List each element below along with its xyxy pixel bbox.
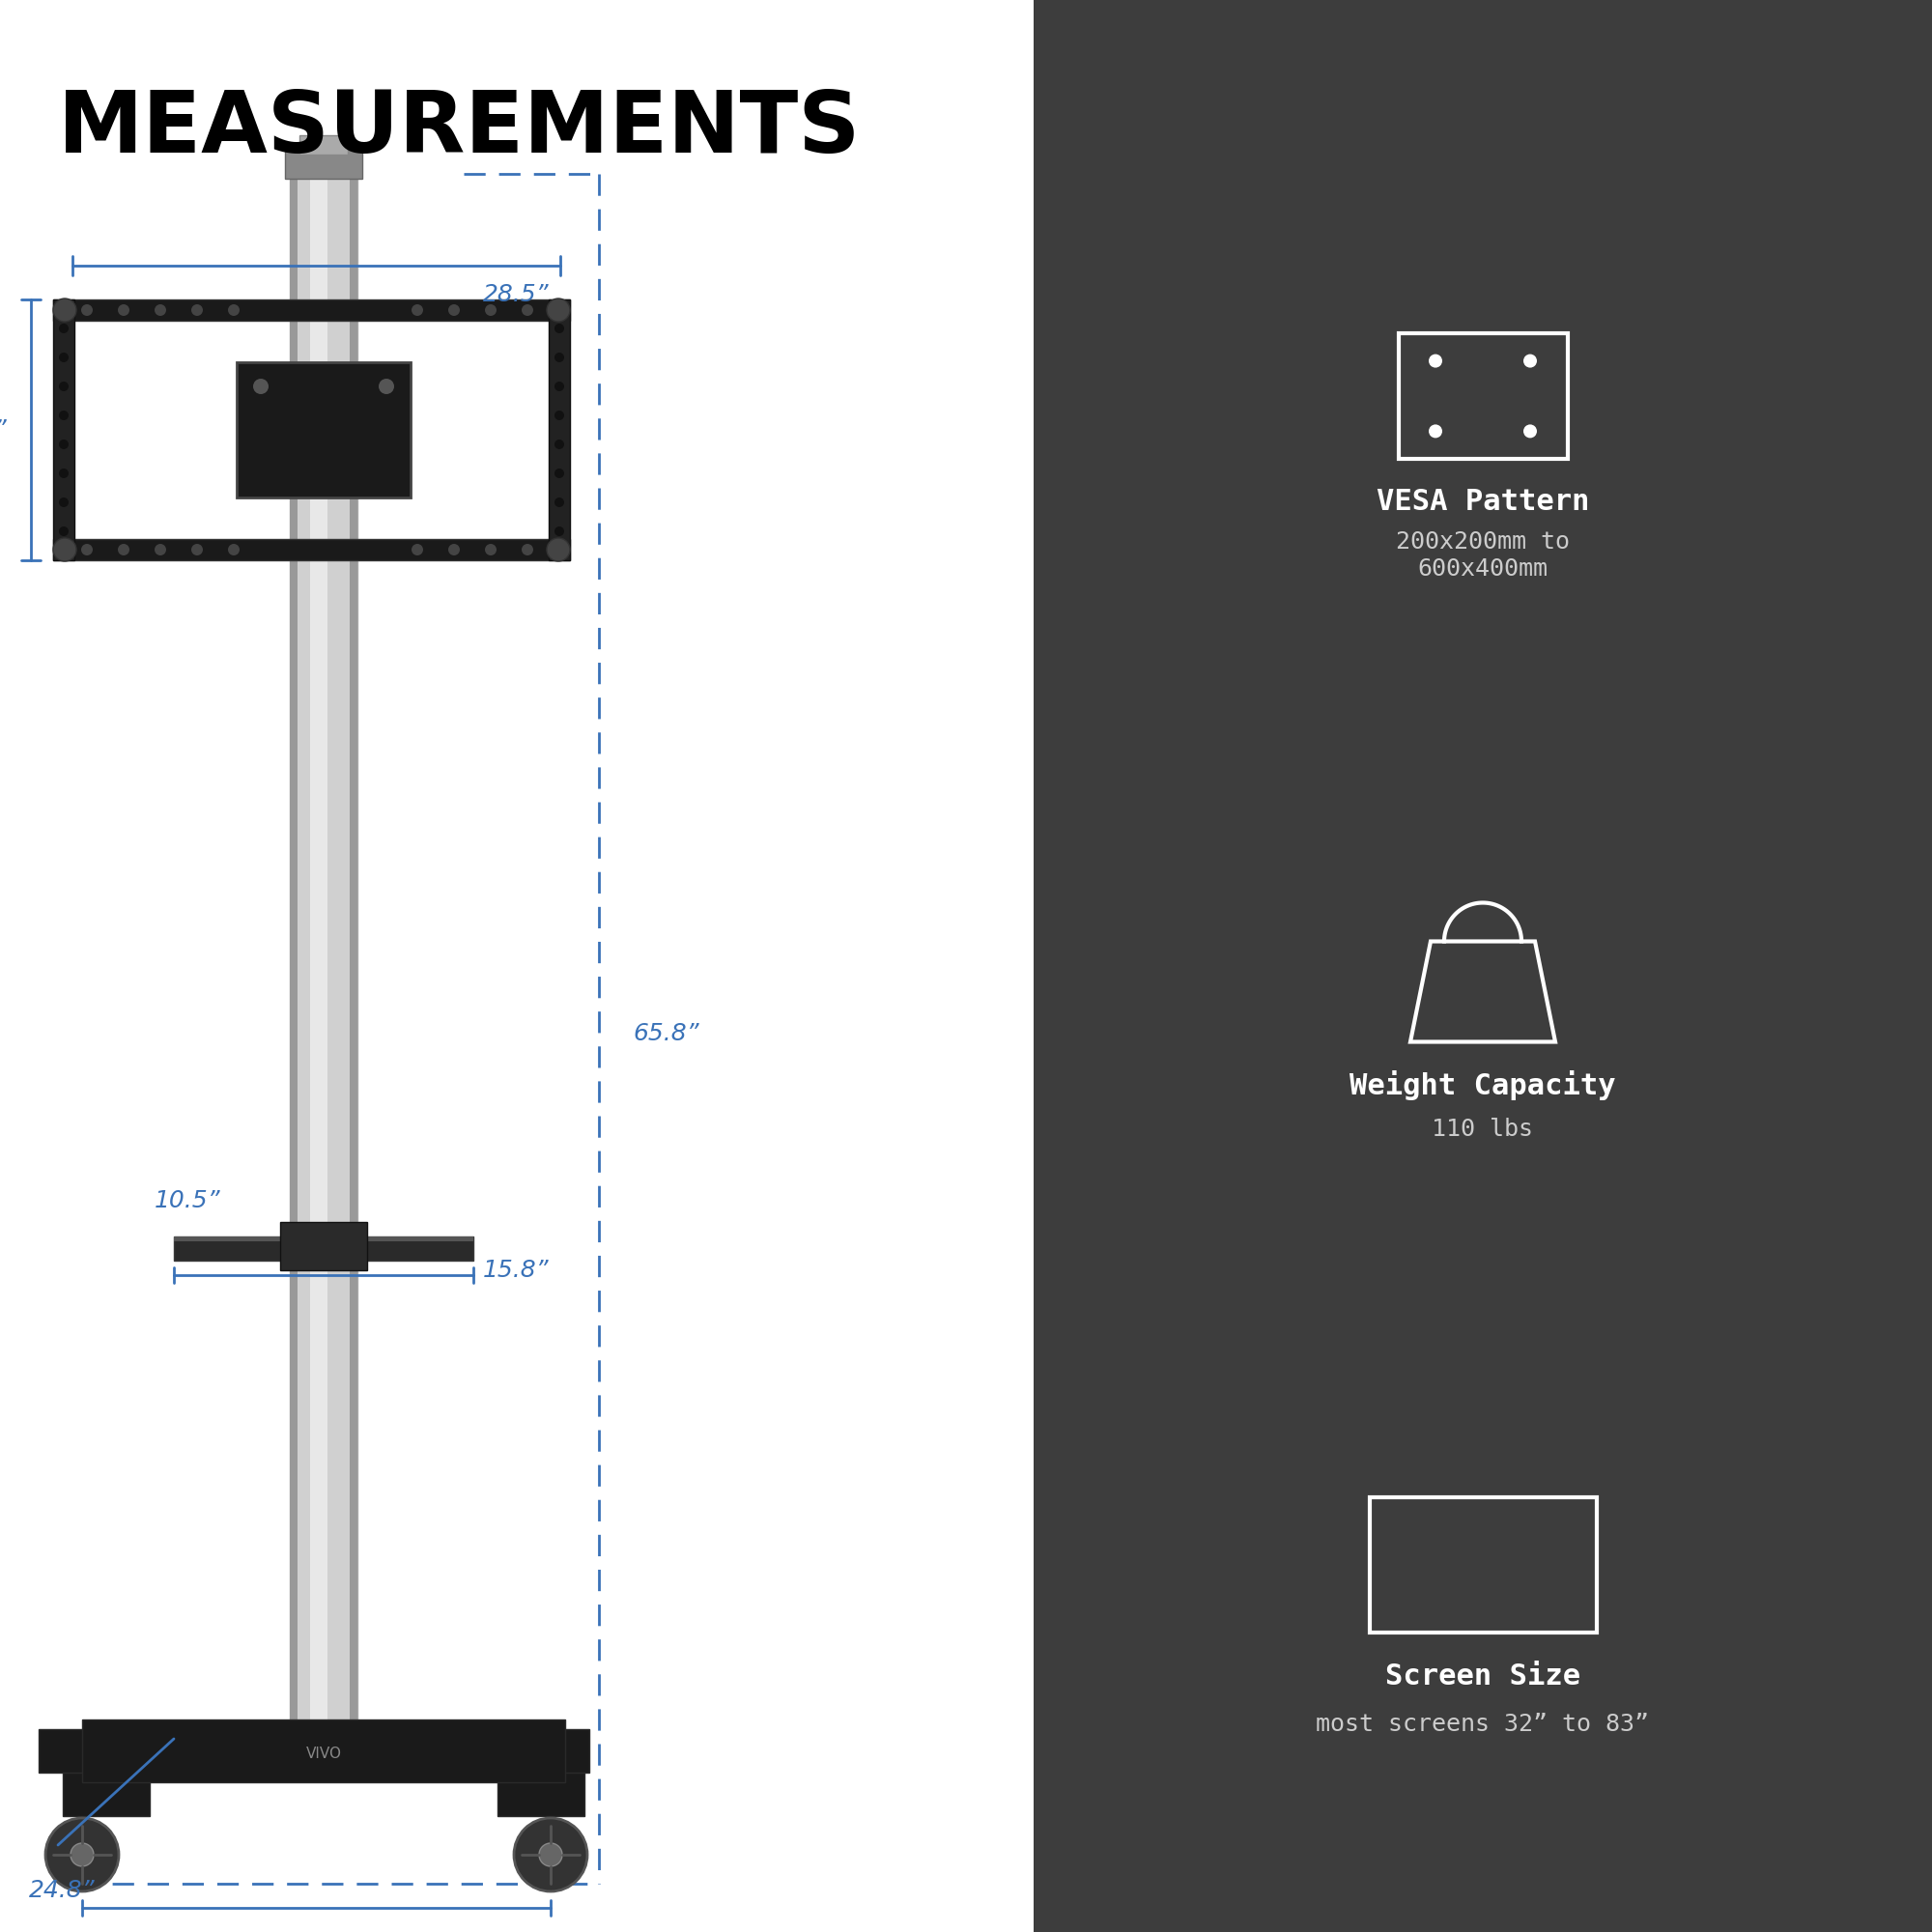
Bar	[54, 299, 570, 321]
Bar	[1399, 332, 1567, 458]
Circle shape	[547, 298, 570, 321]
Text: MEASUREMENTS: MEASUREMENTS	[58, 87, 862, 172]
Bar	[54, 299, 73, 560]
Bar	[286, 151, 363, 180]
Text: VESA Pattern: VESA Pattern	[1376, 489, 1590, 516]
Circle shape	[379, 379, 394, 394]
Circle shape	[228, 545, 240, 556]
Circle shape	[58, 526, 70, 535]
Circle shape	[191, 303, 203, 315]
Circle shape	[1522, 425, 1538, 439]
Circle shape	[554, 468, 564, 477]
Circle shape	[522, 303, 533, 315]
Circle shape	[554, 323, 564, 332]
Circle shape	[554, 497, 564, 506]
Circle shape	[118, 303, 129, 315]
Bar	[454, 1729, 589, 1774]
Circle shape	[155, 303, 166, 315]
Circle shape	[1430, 425, 1441, 439]
Text: VIVO: VIVO	[305, 1747, 342, 1760]
Bar	[62, 1739, 151, 1816]
Circle shape	[448, 303, 460, 315]
Circle shape	[54, 537, 77, 560]
Bar	[236, 363, 410, 497]
Bar	[549, 299, 570, 560]
Text: Screen Size: Screen Size	[1385, 1662, 1580, 1690]
Text: 65.8”: 65.8”	[634, 1022, 699, 1045]
Circle shape	[253, 379, 269, 394]
Circle shape	[58, 383, 70, 390]
Circle shape	[58, 440, 70, 448]
Circle shape	[485, 545, 497, 556]
Circle shape	[58, 352, 70, 363]
Text: 10.5”: 10.5”	[155, 1188, 220, 1213]
Bar	[174, 1236, 473, 1242]
Circle shape	[412, 545, 423, 556]
Circle shape	[118, 545, 129, 556]
Bar	[290, 151, 298, 1729]
Circle shape	[539, 1843, 562, 1866]
Circle shape	[58, 497, 70, 506]
Circle shape	[514, 1818, 587, 1891]
Circle shape	[81, 303, 93, 315]
Bar	[290, 151, 357, 1729]
Bar	[498, 1739, 583, 1816]
Text: 200x200mm to
600x400mm: 200x200mm to 600x400mm	[1395, 531, 1569, 580]
Circle shape	[485, 303, 497, 315]
Text: 15.8”: 15.8”	[483, 1260, 549, 1283]
Circle shape	[554, 352, 564, 363]
Circle shape	[554, 383, 564, 390]
Circle shape	[554, 526, 564, 535]
Circle shape	[58, 412, 70, 421]
Circle shape	[54, 298, 77, 321]
Bar	[54, 539, 570, 560]
Circle shape	[1522, 354, 1538, 367]
Text: 110 lbs: 110 lbs	[1432, 1117, 1534, 1140]
Circle shape	[155, 545, 166, 556]
Circle shape	[554, 440, 564, 448]
Circle shape	[412, 303, 423, 315]
Bar	[1370, 1497, 1596, 1633]
Bar	[299, 135, 348, 155]
Bar	[1034, 0, 1932, 1932]
Circle shape	[228, 303, 240, 315]
Circle shape	[58, 323, 70, 332]
Circle shape	[1430, 354, 1441, 367]
Circle shape	[448, 545, 460, 556]
Bar	[81, 1719, 564, 1781]
Text: 7.3”: 7.3”	[0, 419, 8, 442]
Circle shape	[522, 545, 533, 556]
Text: most screens 32” to 83”: most screens 32” to 83”	[1316, 1712, 1650, 1735]
Bar	[0, 0, 1034, 1932]
Bar	[309, 151, 327, 1729]
Bar	[280, 1223, 367, 1271]
Circle shape	[547, 537, 570, 560]
Bar	[39, 1729, 174, 1774]
Circle shape	[58, 468, 70, 477]
Circle shape	[70, 1843, 93, 1866]
Bar	[174, 1236, 473, 1260]
Text: 24.8”: 24.8”	[29, 1878, 95, 1901]
Circle shape	[81, 545, 93, 556]
Bar	[350, 151, 357, 1729]
Circle shape	[191, 545, 203, 556]
Circle shape	[554, 412, 564, 421]
Text: Weight Capacity: Weight Capacity	[1350, 1070, 1615, 1101]
Circle shape	[46, 1818, 120, 1891]
Text: 28.5”: 28.5”	[483, 282, 549, 305]
